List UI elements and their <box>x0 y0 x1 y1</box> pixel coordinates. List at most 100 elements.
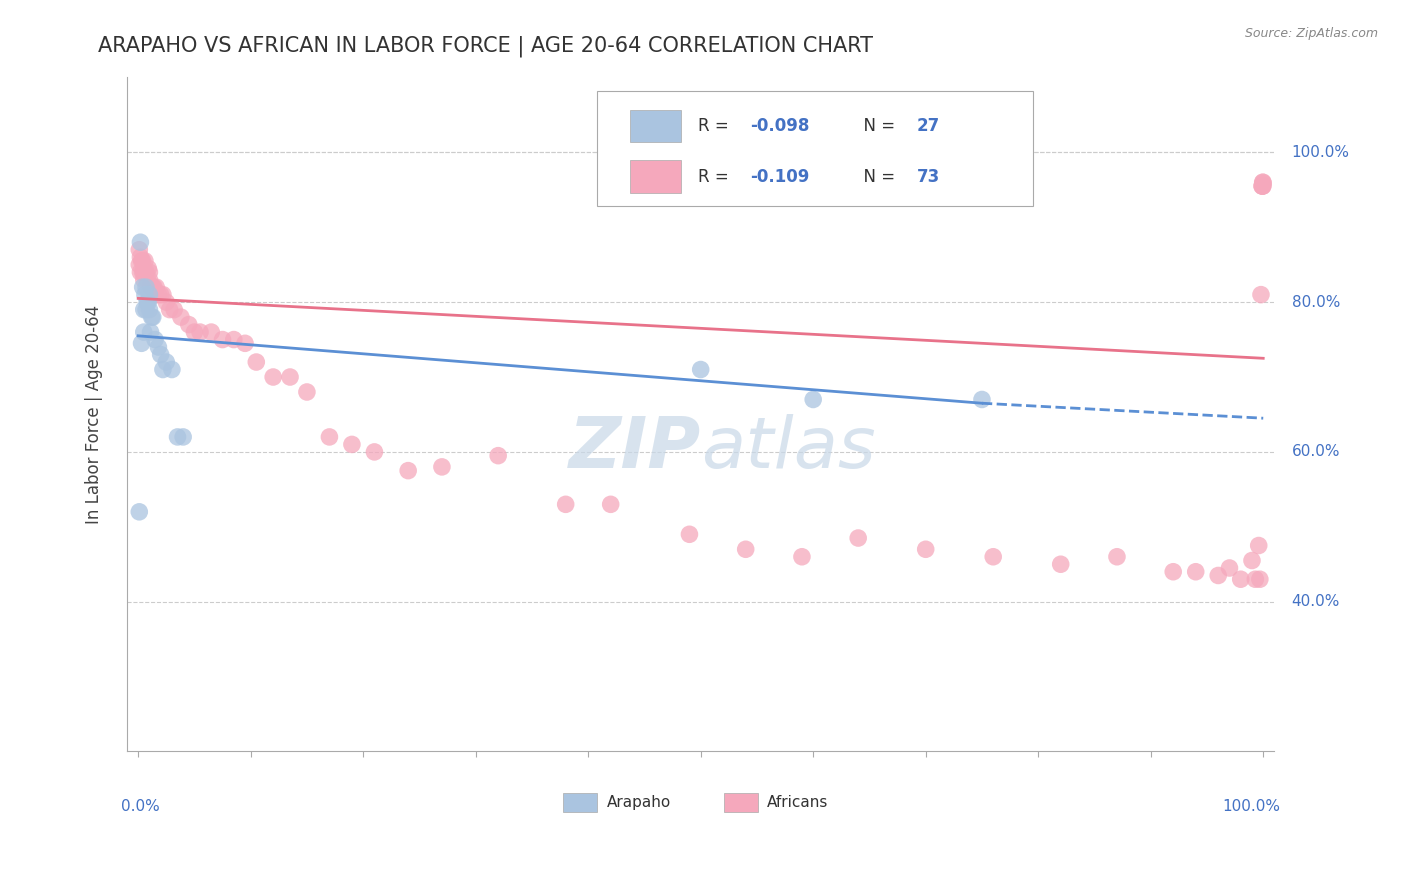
Text: 73: 73 <box>917 168 939 186</box>
Point <box>318 430 340 444</box>
Point <box>188 325 211 339</box>
Point <box>145 280 167 294</box>
Point <box>136 273 159 287</box>
Point <box>132 265 155 279</box>
Point <box>599 497 621 511</box>
Text: 60.0%: 60.0% <box>1292 444 1340 459</box>
Point <box>1240 553 1263 567</box>
Point <box>363 445 385 459</box>
Text: R =: R = <box>699 168 734 186</box>
Point <box>142 280 165 294</box>
Y-axis label: In Labor Force | Age 20-64: In Labor Force | Age 20-64 <box>86 305 103 524</box>
Point <box>678 527 700 541</box>
Point <box>1184 565 1206 579</box>
Point <box>129 235 152 250</box>
FancyBboxPatch shape <box>630 161 681 193</box>
Point <box>970 392 993 407</box>
Point <box>159 302 181 317</box>
Point <box>131 254 153 268</box>
Point <box>554 497 576 511</box>
Point <box>152 287 174 301</box>
Point <box>1105 549 1128 564</box>
Text: 100.0%: 100.0% <box>1222 798 1281 814</box>
Point <box>138 302 160 317</box>
Point <box>1251 179 1274 194</box>
Point <box>222 333 245 347</box>
Point <box>128 505 150 519</box>
Point <box>163 302 186 317</box>
Point <box>143 287 166 301</box>
Point <box>295 384 318 399</box>
Point <box>170 310 193 324</box>
Point <box>1206 568 1229 582</box>
Point <box>141 280 163 294</box>
Point <box>1251 179 1274 194</box>
Point <box>1161 565 1184 579</box>
Point <box>245 355 267 369</box>
Point <box>340 437 363 451</box>
Point <box>1249 572 1271 586</box>
Point <box>278 370 301 384</box>
Point <box>734 542 756 557</box>
Point <box>129 250 152 264</box>
Point <box>129 265 152 279</box>
Point <box>142 310 165 324</box>
Point <box>160 362 183 376</box>
Point <box>138 273 160 287</box>
Point <box>1244 572 1267 586</box>
Point <box>134 265 156 279</box>
Point <box>689 362 711 376</box>
Point <box>135 302 157 317</box>
Point <box>135 280 157 294</box>
Text: 0.0%: 0.0% <box>121 798 160 814</box>
Point <box>128 258 150 272</box>
Point <box>914 542 936 557</box>
Point <box>138 287 160 301</box>
Point <box>1229 572 1251 586</box>
FancyBboxPatch shape <box>562 793 598 812</box>
Point <box>172 430 194 444</box>
Text: N =: N = <box>853 168 901 186</box>
Point <box>211 333 233 347</box>
Text: -0.098: -0.098 <box>749 117 810 135</box>
Text: R =: R = <box>699 117 734 135</box>
FancyBboxPatch shape <box>724 793 758 812</box>
Point <box>149 287 172 301</box>
Text: Arapaho: Arapaho <box>606 795 671 810</box>
Point <box>1251 179 1274 194</box>
Point <box>183 325 205 339</box>
Text: 40.0%: 40.0% <box>1292 594 1340 609</box>
Point <box>155 355 177 369</box>
Point <box>981 549 1004 564</box>
Point <box>177 318 200 332</box>
Point <box>138 265 160 279</box>
Point <box>1251 175 1274 189</box>
Point <box>846 531 869 545</box>
Point <box>134 254 156 268</box>
Point <box>139 280 162 294</box>
Text: N =: N = <box>853 117 901 135</box>
Point <box>132 273 155 287</box>
FancyBboxPatch shape <box>630 110 681 142</box>
Point <box>152 362 174 376</box>
Point <box>131 265 153 279</box>
Point <box>1250 287 1272 301</box>
Point <box>233 336 256 351</box>
Text: atlas: atlas <box>700 414 876 483</box>
Point <box>131 336 153 351</box>
Point <box>430 459 453 474</box>
Point <box>132 325 155 339</box>
Point <box>486 449 509 463</box>
Point <box>135 265 157 279</box>
Point <box>141 310 163 324</box>
Point <box>1247 539 1270 553</box>
Point <box>262 370 284 384</box>
Point <box>128 243 150 257</box>
Point <box>790 549 813 564</box>
Point <box>136 295 159 310</box>
Point <box>166 430 188 444</box>
Point <box>1049 558 1071 572</box>
Point <box>139 325 162 339</box>
Text: 80.0%: 80.0% <box>1292 294 1340 310</box>
Text: ARAPAHO VS AFRICAN IN LABOR FORCE | AGE 20-64 CORRELATION CHART: ARAPAHO VS AFRICAN IN LABOR FORCE | AGE … <box>98 36 873 57</box>
